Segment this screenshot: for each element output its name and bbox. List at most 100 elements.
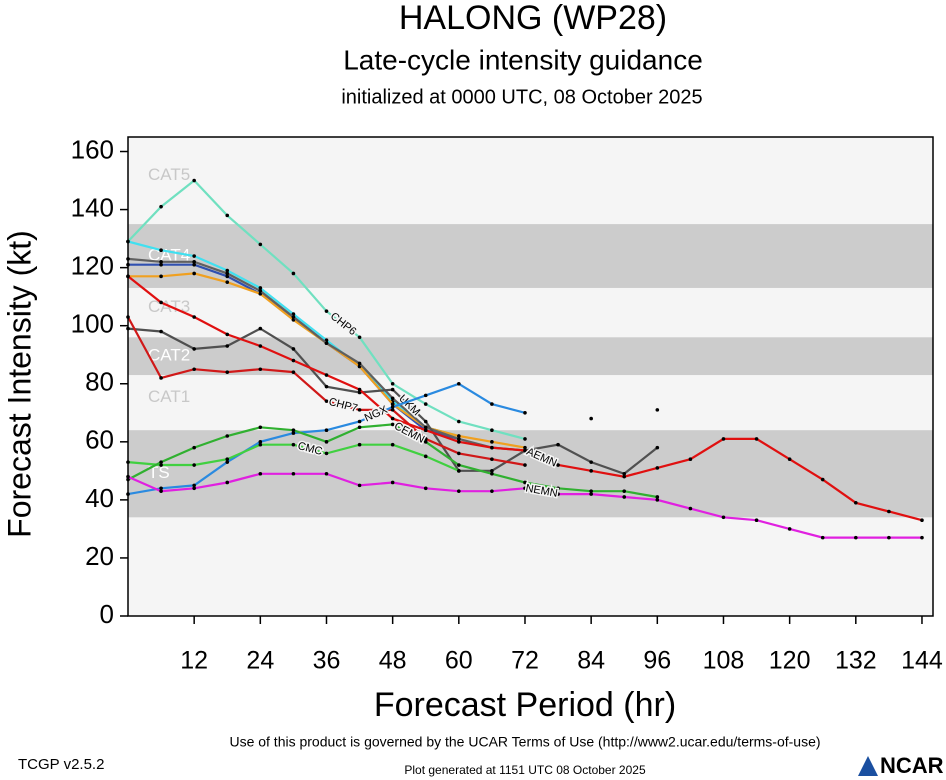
data-point [721,437,726,441]
data-point [225,268,230,273]
data-point [291,431,296,435]
data-point [159,463,163,467]
data-point [225,332,230,337]
plot-frame [127,136,934,617]
data-point [523,437,527,441]
data-point [192,486,196,491]
data-point [490,471,494,476]
data-point [225,457,230,462]
data-point [490,445,494,450]
data-point [357,408,362,412]
data-point [192,254,196,258]
data-point [622,471,627,476]
data-point [754,518,759,522]
x-tick-label: 96 [643,647,671,675]
data-point [258,425,263,430]
data-point [291,442,296,447]
data-point [622,474,627,479]
data-point [324,399,329,403]
data-point [258,286,263,290]
data-point [324,428,329,433]
data-point [291,347,296,351]
data-point [225,344,230,348]
band-label: CAT2 [148,346,190,365]
data-point [523,486,527,491]
data-point [291,358,296,363]
data-point [457,489,461,493]
band-label: TS [148,463,170,482]
data-point [688,457,693,462]
data-point [192,445,196,450]
data-point [357,483,362,488]
data-point [159,486,163,491]
data-point [920,535,924,540]
data-point [225,460,230,464]
data-point [324,440,329,444]
data-point [457,437,461,441]
data-point [787,457,792,462]
data-point [159,274,163,279]
data-point [159,460,163,464]
data-point [291,370,296,374]
data-point [556,486,560,491]
data-point [490,402,494,406]
x-tick-label: 108 [703,647,745,675]
data-point [258,344,263,348]
data-point [490,440,494,444]
y-axis-label: Forecast Intensity (kt) [1,230,37,538]
data-point [291,271,296,276]
data-point [457,451,461,456]
x-tick-label: 36 [313,647,341,675]
data-point [258,242,263,247]
data-point [159,248,163,253]
data-point [159,204,163,209]
data-point [655,466,660,470]
data-point [457,440,461,444]
data-point [457,381,461,386]
data-point [390,442,395,447]
data-point [291,471,296,476]
x-tick-label: 72 [511,647,539,675]
data-point [556,492,560,496]
ncar-logo: NCAR [858,753,944,778]
data-point [523,463,527,467]
chart-subtitle: Late-cycle intensity guidance [343,44,703,75]
data-point [159,329,163,334]
data-point [258,440,263,444]
plot-background [128,137,933,616]
x-axis-label: Forecast Period (hr) [374,686,676,724]
data-point [192,315,196,319]
data-point [887,535,891,540]
y-tick-label: 60 [85,425,114,455]
data-point [357,361,362,366]
band-label: CAT5 [148,165,190,184]
data-point [622,489,627,493]
x-tick-label: 132 [835,647,877,675]
data-point [523,445,527,450]
data-point [423,440,428,444]
data-point [423,393,428,398]
data-point [390,381,395,386]
data-point [390,405,395,409]
data-point [357,335,362,340]
data-point [490,457,494,462]
data-point [423,437,428,441]
data-point [655,408,660,412]
data-point [523,480,527,485]
data-point [291,315,296,319]
data-point [423,454,428,459]
data-point [390,416,395,421]
x-tick-label: 84 [577,647,605,675]
data-point [622,495,627,499]
init-time: initialized at 0000 UTC, 08 October 2025 [341,86,702,108]
band-label: CAT1 [148,387,190,406]
x-tick-label: 12 [180,647,208,675]
data-point [556,442,560,447]
data-point [225,480,230,485]
data-point [192,178,196,183]
terms-of-use: Use of this product is governed by the U… [229,734,820,750]
data-point [589,416,593,421]
data-point [258,442,263,447]
data-point [357,425,362,430]
